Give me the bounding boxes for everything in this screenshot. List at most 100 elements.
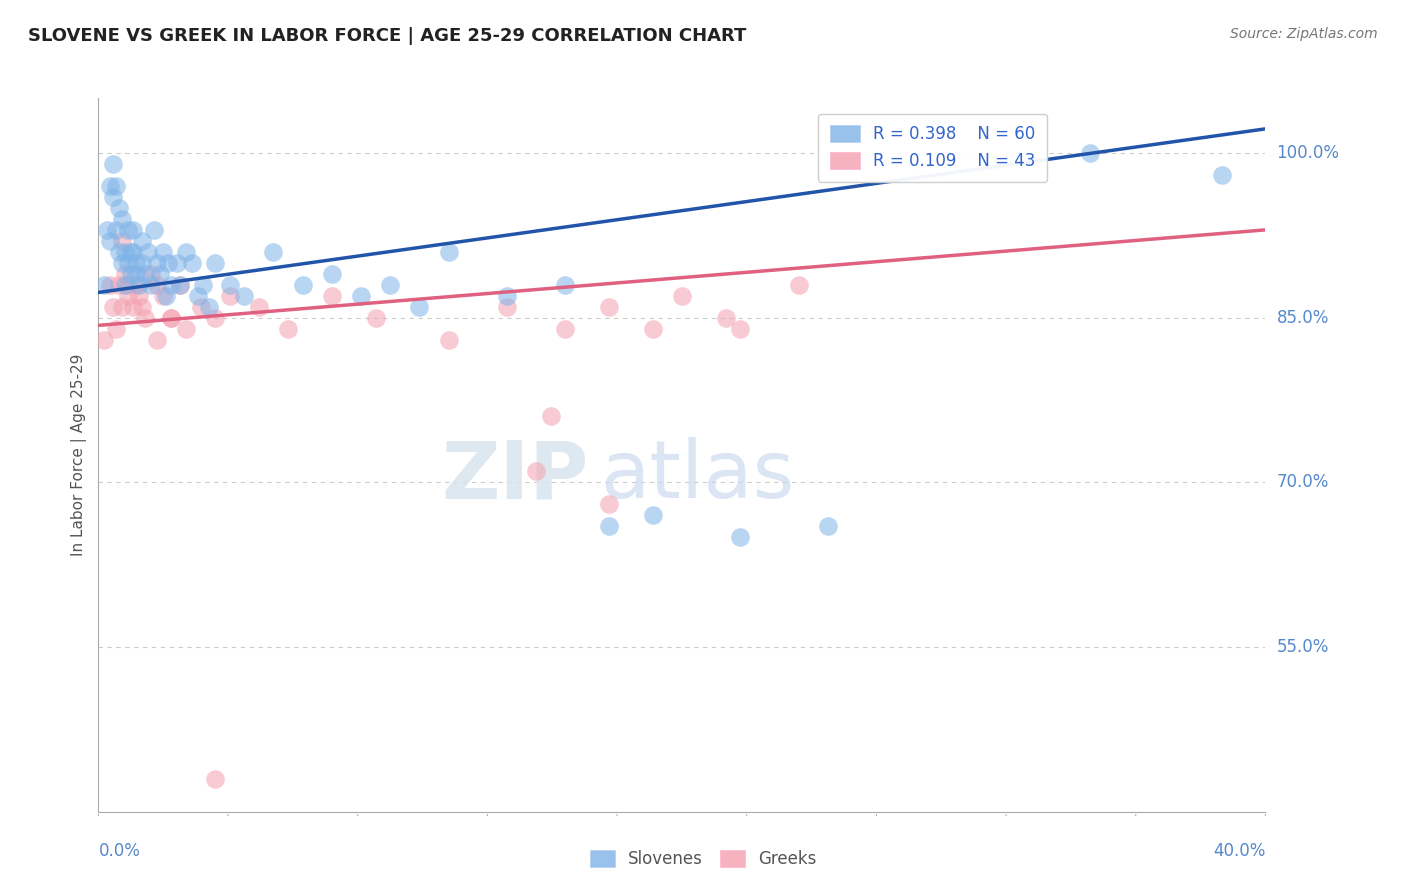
Point (146, 277, 169, 292)
Point (1211, 168, 1233, 182)
Point (728, 321, 751, 335)
Point (108, 201, 131, 215)
Point (117, 289, 139, 303)
Point (321, 267, 343, 281)
Point (160, 277, 183, 292)
Point (817, 519, 839, 533)
Point (134, 310, 156, 325)
Point (111, 300, 134, 314)
Point (122, 244, 145, 259)
Point (104, 223, 127, 237)
Point (122, 300, 145, 314)
Point (114, 277, 136, 292)
Point (122, 223, 145, 237)
Point (598, 519, 620, 533)
Point (125, 277, 148, 292)
Point (108, 277, 131, 292)
Point (120, 244, 142, 259)
Point (291, 277, 314, 292)
Point (598, 300, 620, 314)
Point (169, 277, 191, 292)
Legend: R = 0.398    N = 60, R = 0.109    N = 43: R = 0.398 N = 60, R = 0.109 N = 43 (818, 113, 1047, 182)
Point (378, 277, 402, 292)
Point (166, 256, 188, 270)
Point (204, 256, 226, 270)
Point (114, 244, 136, 259)
Point (108, 244, 131, 259)
Point (104, 321, 127, 335)
Point (193, 277, 215, 292)
Point (233, 289, 256, 303)
Point (160, 310, 183, 325)
Point (554, 277, 576, 292)
Point (277, 321, 299, 335)
Point (262, 244, 284, 259)
Y-axis label: In Labor Force | Age 25-29: In Labor Force | Age 25-29 (72, 354, 87, 556)
Point (495, 300, 517, 314)
Point (131, 234, 153, 248)
Point (198, 300, 221, 314)
Legend: Slovenes, Greeks: Slovenes, Greeks (583, 843, 823, 875)
Point (104, 178, 127, 193)
Point (321, 289, 343, 303)
Point (125, 267, 148, 281)
Point (152, 244, 174, 259)
Text: 40.0%: 40.0% (1213, 842, 1265, 860)
Point (218, 277, 240, 292)
Point (180, 256, 202, 270)
Point (524, 464, 547, 478)
Text: atlas: atlas (600, 437, 794, 516)
Point (641, 508, 664, 523)
Point (128, 277, 150, 292)
Point (98, 234, 121, 248)
Point (111, 256, 134, 270)
Point (152, 289, 174, 303)
Point (111, 234, 134, 248)
Point (98, 277, 121, 292)
Point (190, 300, 212, 314)
Text: SLOVENE VS GREEK IN LABOR FORCE | AGE 25-29 CORRELATION CHART: SLOVENE VS GREEK IN LABOR FORCE | AGE 25… (28, 27, 747, 45)
Point (495, 289, 517, 303)
Point (131, 300, 153, 314)
Point (641, 321, 664, 335)
Point (204, 310, 226, 325)
Point (437, 244, 460, 259)
Point (117, 277, 139, 292)
Point (117, 223, 139, 237)
Point (728, 530, 751, 544)
Point (160, 310, 183, 325)
Point (554, 321, 576, 335)
Point (111, 211, 134, 226)
Point (120, 267, 142, 281)
Point (155, 289, 177, 303)
Point (437, 333, 460, 347)
Point (787, 277, 810, 292)
Point (174, 321, 197, 335)
Point (139, 277, 162, 292)
Point (93, 333, 115, 347)
Point (142, 223, 165, 237)
Point (714, 310, 737, 325)
Point (146, 333, 169, 347)
Point (101, 190, 124, 204)
Point (671, 289, 693, 303)
Text: 0.0%: 0.0% (98, 842, 141, 860)
Point (93, 277, 115, 292)
Point (134, 267, 156, 281)
Point (218, 289, 240, 303)
Point (96, 223, 118, 237)
Point (350, 289, 373, 303)
Point (136, 244, 159, 259)
Text: 55.0%: 55.0% (1277, 638, 1329, 656)
Point (408, 300, 430, 314)
Point (169, 277, 191, 292)
Point (540, 409, 562, 424)
Point (598, 497, 620, 511)
Point (204, 772, 226, 786)
Point (98, 178, 121, 193)
Point (146, 256, 169, 270)
Point (247, 300, 270, 314)
Point (187, 289, 209, 303)
Point (149, 267, 172, 281)
Point (117, 256, 139, 270)
